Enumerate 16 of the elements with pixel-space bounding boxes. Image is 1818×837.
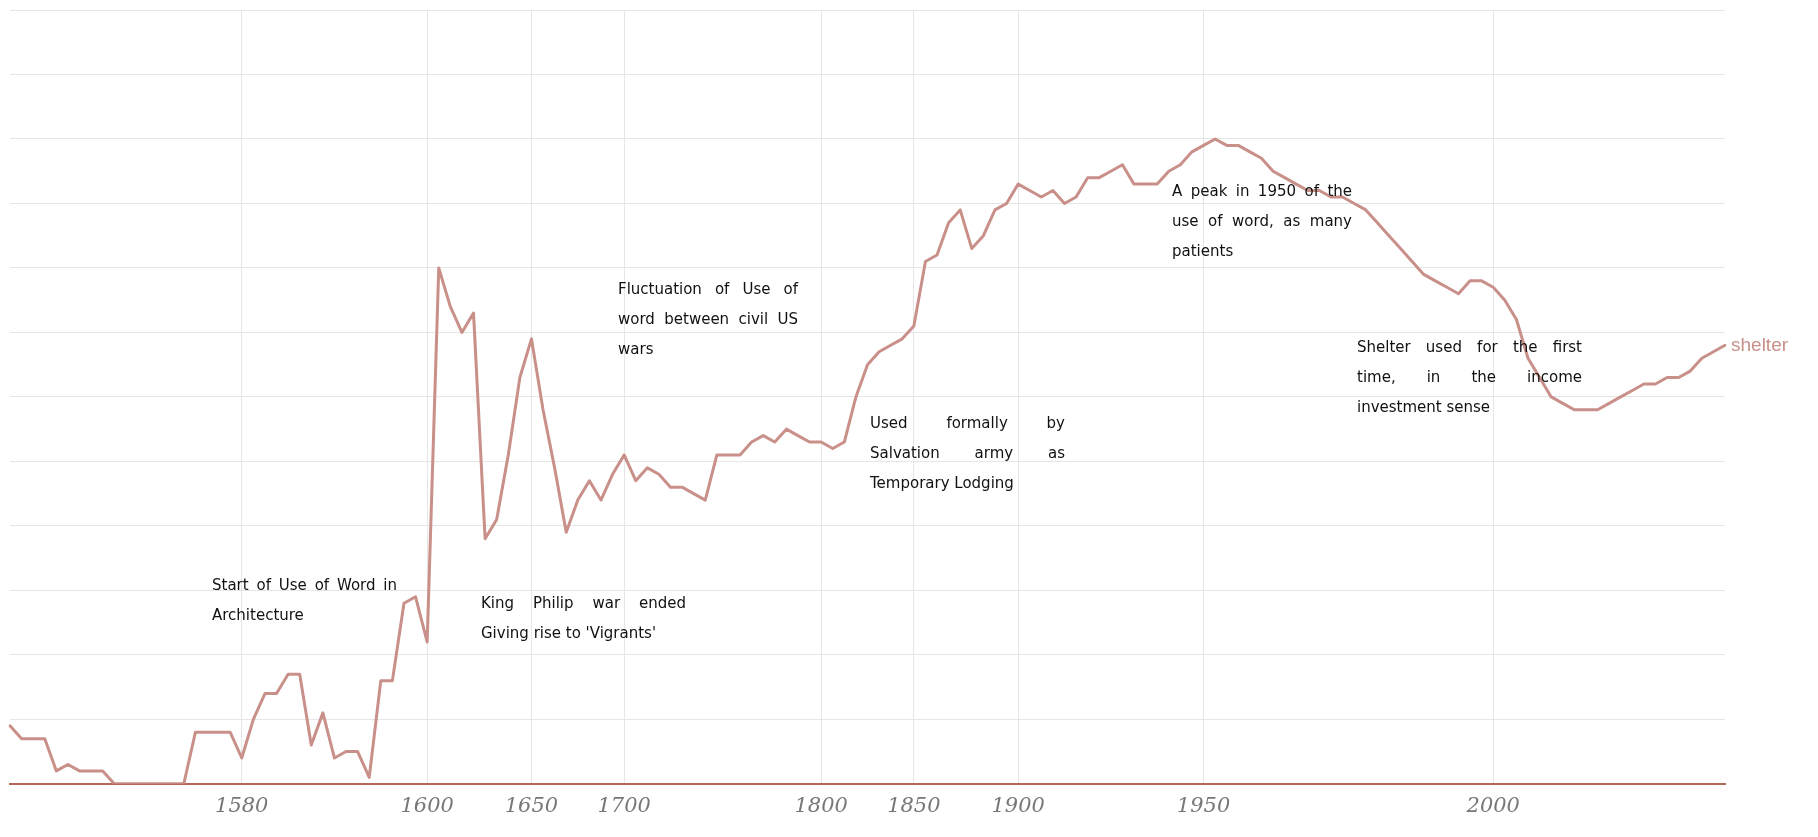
annotation: Used formally by Salvation army as Temporary Lodging bbox=[870, 413, 1065, 494]
annotation: Start of Use of Word in Architecture bbox=[212, 575, 397, 626]
annotation: A peak in 1950 of the use of word, as many patients bbox=[1172, 181, 1352, 262]
annotation: King Philip war ended Giving rise to 'Vigrants' bbox=[481, 593, 686, 644]
x-tick-label: 1580 bbox=[215, 792, 269, 817]
annotation: Shelter used for the first time, in the income investment sense bbox=[1357, 337, 1582, 418]
annotation: Fluctuation of Use of word between civil US wars bbox=[618, 279, 798, 360]
x-tick-label: 1650 bbox=[504, 792, 559, 817]
x-tick-label: 1600 bbox=[400, 792, 454, 817]
x-tick-label: 1800 bbox=[794, 792, 848, 817]
series-label: shelter bbox=[1731, 333, 1789, 355]
x-tick-label: 1850 bbox=[887, 792, 941, 817]
x-tick-label: 1900 bbox=[991, 792, 1045, 817]
x-tick-label: 1950 bbox=[1176, 792, 1231, 817]
x-tick-label: 1700 bbox=[597, 792, 651, 817]
x-tick-label: 2000 bbox=[1465, 792, 1520, 817]
